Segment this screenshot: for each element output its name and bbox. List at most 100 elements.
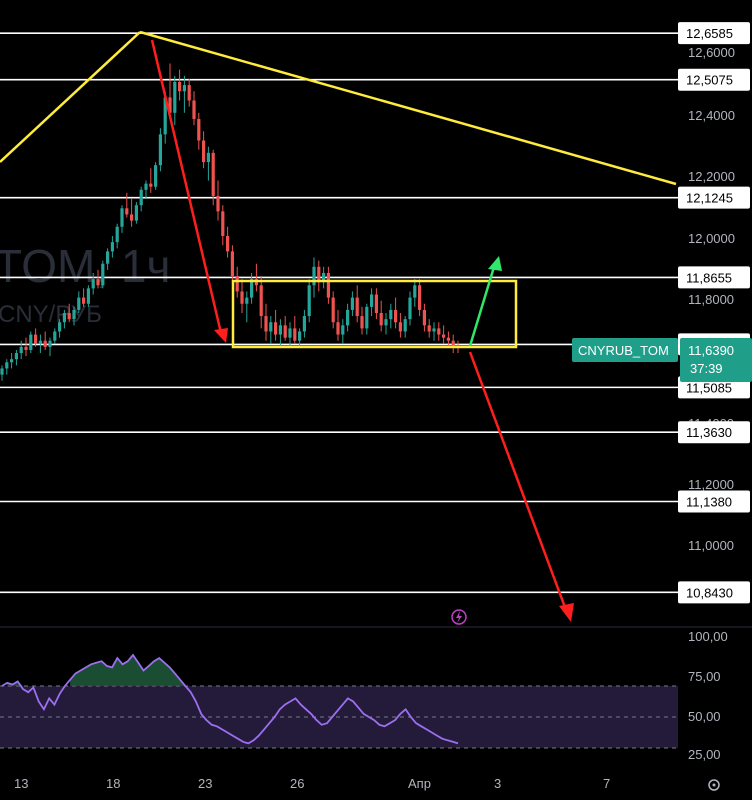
candle-body (360, 316, 364, 329)
candle-body (86, 288, 90, 304)
candle-body (427, 325, 431, 332)
candle-body (432, 328, 436, 332)
candle-body (331, 297, 335, 323)
candle-body (48, 340, 52, 347)
ticker-label: CNYRUB_TOM (578, 343, 669, 358)
level-label: 11,1380 (686, 494, 732, 509)
candlestick-series (0, 63, 460, 381)
gear-icon[interactable] (708, 779, 720, 791)
candle-body (230, 251, 234, 277)
candle-body (326, 272, 330, 298)
candle-body (384, 319, 388, 326)
candle-body (394, 309, 398, 323)
candle-body (29, 334, 33, 350)
arrow-down-2[interactable] (468, 351, 568, 611)
candle-body (389, 309, 393, 320)
range-rectangle[interactable] (231, 279, 518, 349)
candle-body (197, 118, 201, 141)
candle-body (202, 140, 206, 163)
candle-body (442, 334, 446, 338)
lightning-icon[interactable] (451, 609, 467, 625)
arrow-down-1[interactable] (150, 39, 223, 334)
candle-body (134, 205, 138, 221)
candle-body (139, 189, 143, 206)
candle-body (34, 334, 38, 344)
candle-body (408, 297, 412, 320)
candle-body (365, 306, 369, 329)
x-tick-label: 26 (290, 776, 304, 791)
candle-body (101, 263, 105, 286)
candle-body (298, 331, 302, 341)
trendline-up[interactable] (0, 31, 141, 163)
rsi-pane: 100,00 75,00 50,00 25,00 (0, 629, 728, 762)
candle-body (355, 297, 359, 317)
candle-body (163, 97, 167, 135)
candle-body (115, 226, 119, 243)
rsi-overbought-fill (7, 655, 186, 686)
candle-body (259, 285, 263, 317)
arrow-up-green[interactable] (468, 266, 496, 347)
level-label-box (678, 186, 750, 209)
candle-body (283, 325, 287, 338)
candle-body (341, 325, 345, 335)
candle-body (264, 316, 268, 332)
level-label: 12,5075 (686, 73, 733, 88)
candle-body (77, 297, 81, 310)
candle-body (398, 322, 402, 332)
candle-body (173, 82, 177, 113)
candle-body (120, 208, 124, 227)
candle-body (350, 297, 354, 310)
candle-body (187, 85, 191, 101)
drawings-layer (0, 30, 677, 622)
candle-body (91, 279, 95, 289)
candle-body (211, 152, 215, 196)
candle-body (24, 346, 28, 350)
current-price-marker: CNYRUB_TOM 11,6390 37:39 (572, 338, 752, 382)
y-tick-label: 11,8000 (688, 292, 734, 307)
x-tick-label: 18 (106, 776, 120, 791)
candle-body (422, 309, 426, 326)
time-axis[interactable]: 13 18 23 26 Апр 3 7 (14, 776, 610, 791)
candle-body (38, 340, 42, 344)
level-label: 11,8655 (686, 270, 732, 285)
candle-body (336, 322, 340, 335)
candle-body (5, 362, 9, 369)
candle-body (10, 359, 14, 363)
candle-body (240, 291, 244, 304)
candle-body (370, 294, 374, 307)
candle-body (178, 82, 182, 92)
level-label-box (678, 581, 750, 604)
candle-body (0, 368, 4, 375)
y-tick-label: 12,4000 (688, 108, 735, 123)
candle-body (437, 328, 441, 335)
candle-body (168, 97, 172, 113)
candle-body (312, 266, 316, 286)
level-label-box (678, 490, 750, 513)
watermark-subtitle: CNY/РУБ (0, 301, 102, 328)
level-label-box (678, 421, 750, 444)
y-tick-label: 12,2000 (688, 169, 735, 184)
candle-body (43, 340, 47, 347)
candle-body (182, 85, 186, 92)
candle-body (67, 313, 71, 320)
ticker-label-box (572, 338, 678, 362)
candle-body (14, 353, 18, 360)
countdown: 37:39 (690, 361, 723, 376)
candle-body (418, 285, 422, 310)
trendline-down[interactable] (139, 30, 677, 186)
candle-body (125, 208, 129, 215)
arrowhead-up-green (488, 256, 502, 271)
candle-body (72, 309, 76, 320)
candle-body (451, 340, 455, 347)
candle-body (288, 328, 292, 338)
candle-body (307, 285, 311, 317)
level-label-box (678, 22, 750, 45)
rsi-tick-label: 100,00 (688, 629, 728, 644)
candle-body (58, 322, 62, 332)
y-tick-label: 12,6000 (688, 45, 735, 60)
candle-body (226, 236, 230, 252)
current-price-box (680, 338, 752, 382)
candle-body (274, 322, 278, 335)
candle-body (245, 297, 249, 304)
